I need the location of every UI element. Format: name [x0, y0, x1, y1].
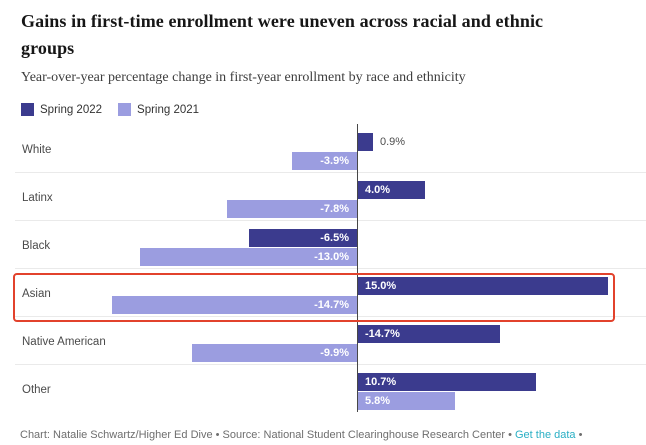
bar-value-label: -3.9% — [320, 155, 349, 167]
legend-item-spring-2021: Spring 2021 — [118, 103, 199, 116]
bar-chart-plot-area: White 0.9% -3.9% Latinx 4.0% -7.8% Black -6.5% -… — [0, 124, 646, 412]
legend-item-spring-2022: Spring 2022 — [21, 103, 102, 116]
footer-suffix: • — [575, 429, 583, 441]
bar-spring-2021-native-american[interactable] — [191, 344, 357, 362]
category-label-other: Other — [22, 384, 51, 396]
chart-subtitle: Year-over-year percentage change in firs… — [21, 70, 466, 85]
bar-spring-2022-black[interactable] — [248, 229, 357, 247]
bar-value-label: 5.8% — [365, 395, 391, 407]
asian-highlight-box — [13, 273, 615, 322]
get-the-data-link[interactable]: Get the data — [515, 429, 576, 441]
bar-spring-2021-asian[interactable] — [111, 296, 357, 314]
bar-spring-2022-asian[interactable] — [358, 277, 609, 295]
category-label-asian: Asian — [22, 288, 51, 300]
row-gridline — [15, 316, 646, 317]
category-label-native-american: Native American — [22, 336, 106, 348]
zero-axis-line — [357, 124, 358, 412]
legend-swatch-spring-2021-icon — [118, 103, 132, 116]
legend-swatch-spring-2022-icon — [21, 103, 34, 116]
bar-value-label: -14.7% — [314, 299, 349, 311]
bar-spring-2022-native-american[interactable] — [358, 325, 500, 343]
bar-value-label: -9.9% — [320, 347, 349, 359]
row-gridline — [15, 268, 646, 269]
bar-value-label: -13.0% — [314, 251, 349, 263]
bar-spring-2021-latinx[interactable] — [226, 200, 357, 218]
bar-value-label: 15.0% — [365, 280, 397, 292]
chart-title: Gains in first-time enrollment were unev… — [21, 11, 544, 58]
category-label-white: White — [22, 144, 52, 156]
bar-spring-2022-latinx[interactable] — [358, 181, 425, 199]
bar-value-label: 4.0% — [365, 184, 391, 196]
legend-label-spring-2021: Spring 2021 — [137, 103, 200, 116]
category-label-black: Black — [22, 240, 51, 252]
bar-spring-2021-other[interactable] — [358, 392, 455, 410]
bar-value-label: -7.8% — [320, 203, 349, 215]
bar-value-label: -14.7% — [365, 328, 400, 340]
bar-spring-2021-white[interactable] — [291, 152, 357, 170]
bar-spring-2022-other[interactable] — [358, 373, 537, 391]
legend-label-spring-2022: Spring 2022 — [40, 103, 103, 116]
row-gridline — [15, 364, 646, 365]
row-gridline — [15, 220, 646, 221]
bar-value-label: -6.5% — [320, 232, 349, 244]
footer-credit: Chart: Natalie Schwartz/Higher Ed Dive •… — [20, 429, 515, 441]
bar-spring-2022-white[interactable] — [358, 133, 373, 151]
bar-value-label: 0.9% — [380, 136, 406, 148]
legend: Spring 2022 Spring 2021 — [21, 103, 199, 116]
row-gridline — [15, 172, 646, 173]
category-label-latinx: Latinx — [22, 192, 53, 204]
bar-value-label: 10.7% — [365, 376, 397, 388]
bar-spring-2021-black[interactable] — [140, 248, 357, 266]
footer: Chart: Natalie Schwartz/Higher Ed Dive •… — [20, 429, 646, 441]
